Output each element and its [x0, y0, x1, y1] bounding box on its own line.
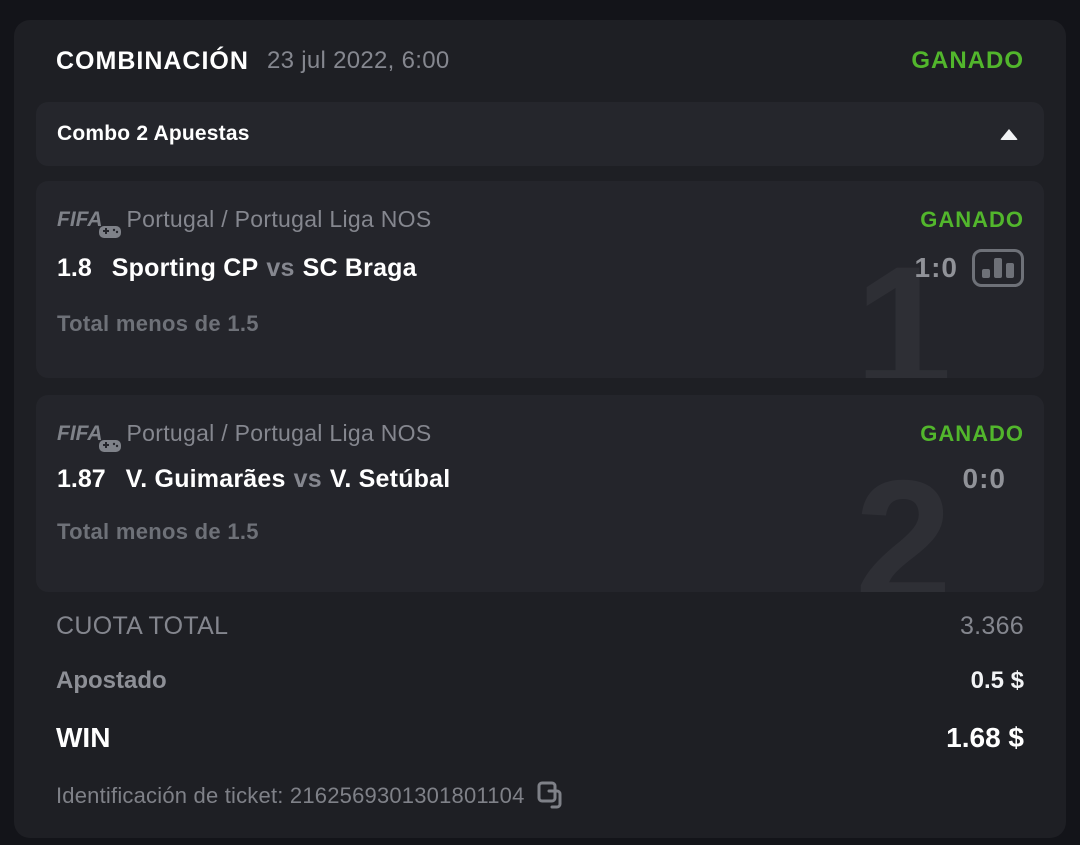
- away-team: V. Setúbal: [329, 464, 451, 493]
- bet-status-badge: GANADO: [920, 420, 1024, 446]
- ticket-totals: CUOTA TOTAL 3.366 Apostado 0.5 $ WIN 1.6…: [36, 612, 1044, 811]
- bet-odds: 1.87: [57, 464, 106, 493]
- match-stats-icon[interactable]: [972, 249, 1024, 287]
- bet-market: Total menos de 1.5: [57, 519, 259, 544]
- fifa-badge-text: FIFA: [57, 207, 103, 231]
- ticket-id-caption: Identificación de ticket:: [56, 783, 284, 808]
- ticket-status-badge: GANADO: [911, 47, 1024, 74]
- apostado-label: Apostado: [56, 667, 167, 694]
- bet-card-1: 1 FIFA Portugal / Portugal Liga NOS GANA…: [36, 181, 1044, 378]
- vs-label: vs: [266, 253, 295, 282]
- copy-ticket-id-icon[interactable]: [537, 781, 563, 811]
- ticket-type-label: COMBINACIÓN: [56, 46, 249, 75]
- ticket-id-label: Identificación de ticket: 21625693013018…: [56, 783, 525, 809]
- bet-card-2: 2 FIFA Portugal / Portugal Liga NOS GANA…: [36, 395, 1044, 592]
- match-title: Sporting CP vs SC Braga: [112, 254, 417, 283]
- league-name: Portugal / Portugal Liga NOS: [126, 420, 432, 446]
- combo-label: Combo 2 Apuestas: [57, 122, 250, 145]
- fifa-esports-icon: FIFA: [57, 421, 121, 452]
- away-team: SC Braga: [302, 253, 417, 282]
- bet-odds: 1.8: [57, 253, 92, 282]
- win-label: WIN: [56, 722, 111, 753]
- cuota-total-label: CUOTA TOTAL: [56, 612, 229, 640]
- vs-label: vs: [293, 464, 322, 493]
- ticket-header: COMBINACIÓN 23 jul 2022, 6:00 GANADO: [36, 20, 1044, 102]
- collapse-up-icon[interactable]: [1000, 128, 1018, 140]
- cuota-total-value: 3.366: [959, 612, 1024, 640]
- bet-market: Total menos de 1.5: [57, 311, 259, 336]
- gamepad-icon: [98, 225, 121, 238]
- match-score: 1:0: [914, 252, 958, 283]
- win-value: 1.68 $: [946, 722, 1024, 753]
- fifa-badge-text: FIFA: [57, 421, 103, 445]
- match-score: 0:0: [962, 463, 1006, 494]
- home-team: Sporting CP: [111, 253, 259, 282]
- bet-ticket-card: COMBINACIÓN 23 jul 2022, 6:00 GANADO Com…: [14, 20, 1066, 838]
- ticket-id-value: 2162569301301801104: [289, 783, 525, 808]
- match-title: V. Guimarães vs V. Setúbal: [126, 465, 451, 494]
- bet-status-badge: GANADO: [920, 206, 1024, 232]
- ticket-datetime: 23 jul 2022, 6:00: [266, 47, 450, 74]
- home-team: V. Guimarães: [125, 464, 286, 493]
- fifa-esports-icon: FIFA: [57, 207, 121, 238]
- combo-collapse-bar[interactable]: Combo 2 Apuestas: [36, 102, 1044, 166]
- league-name: Portugal / Portugal Liga NOS: [126, 206, 432, 232]
- gamepad-icon: [98, 439, 121, 452]
- apostado-value: 0.5 $: [970, 667, 1024, 694]
